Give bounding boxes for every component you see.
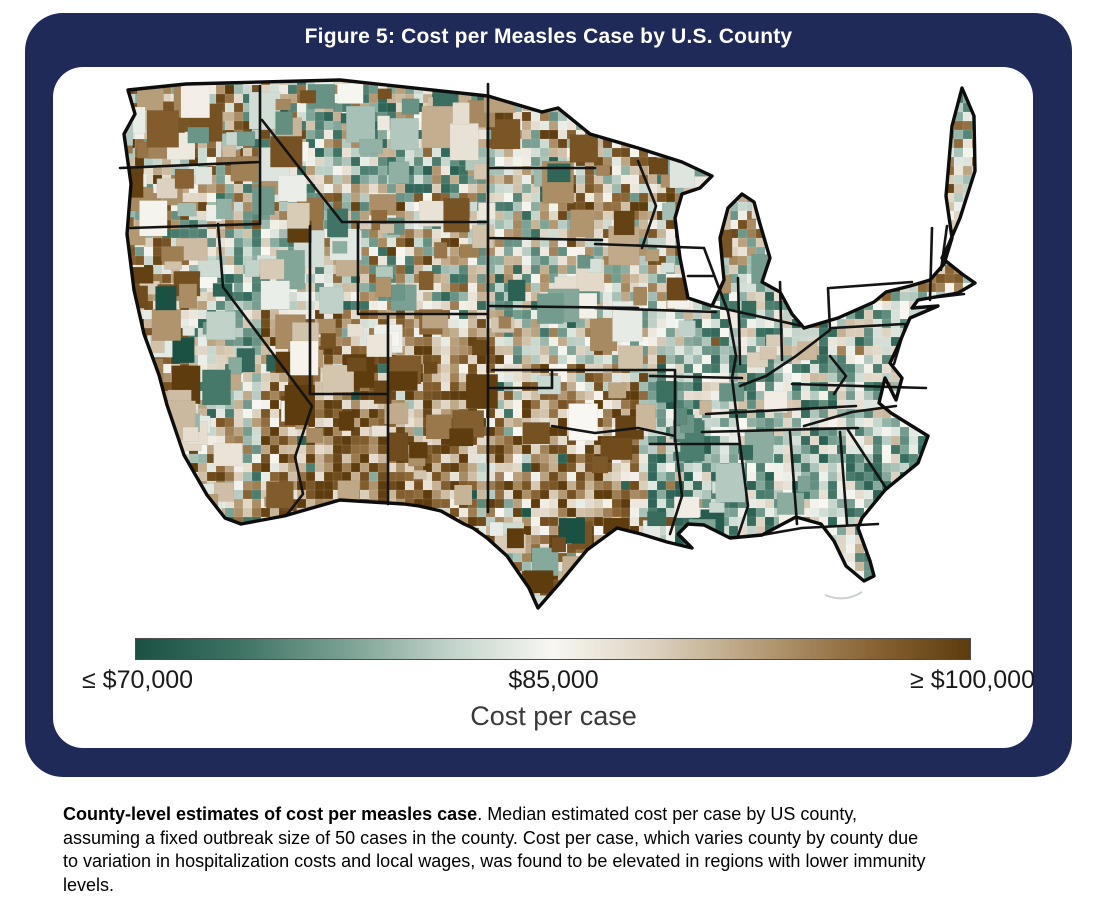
caption-line-4: levels. bbox=[63, 874, 115, 895]
county-cells bbox=[124, 80, 975, 608]
caption-line-3: to variation in hospitalization costs an… bbox=[63, 851, 926, 871]
caption-line-1: County-level estimates of cost per measl… bbox=[63, 804, 857, 824]
colorbar-tick-max: ≥ $100,000 bbox=[910, 666, 1035, 694]
colorbar-ticks: ≤ $70,000 $85,000 ≥ $100,000 bbox=[0, 666, 1107, 696]
colorbar-axis-label: Cost per case bbox=[470, 701, 637, 731]
colorbar-tick-min: ≤ $70,000 bbox=[82, 666, 194, 694]
figure-caption: County-level estimates of cost per measl… bbox=[63, 803, 1008, 897]
state-borders bbox=[118, 82, 966, 538]
caption-line-2: assuming a fixed outbreak size of 50 cas… bbox=[63, 827, 919, 848]
us-map-svg bbox=[118, 78, 977, 610]
colorbar-tick-mid: $85,000 bbox=[508, 666, 599, 694]
figure-title: Figure 5: Cost per Measles Case by U.S. … bbox=[304, 25, 793, 48]
colorbar-gradient bbox=[135, 638, 971, 660]
florida-keys-ghost-line bbox=[824, 591, 863, 600]
caption-line-1-rest: . Median estimated cost per case by US c… bbox=[477, 804, 858, 824]
us-outline bbox=[122, 78, 977, 610]
us-county-choropleth-map bbox=[90, 76, 980, 616]
caption-bold-lead: County-level estimates of cost per measl… bbox=[63, 804, 478, 824]
